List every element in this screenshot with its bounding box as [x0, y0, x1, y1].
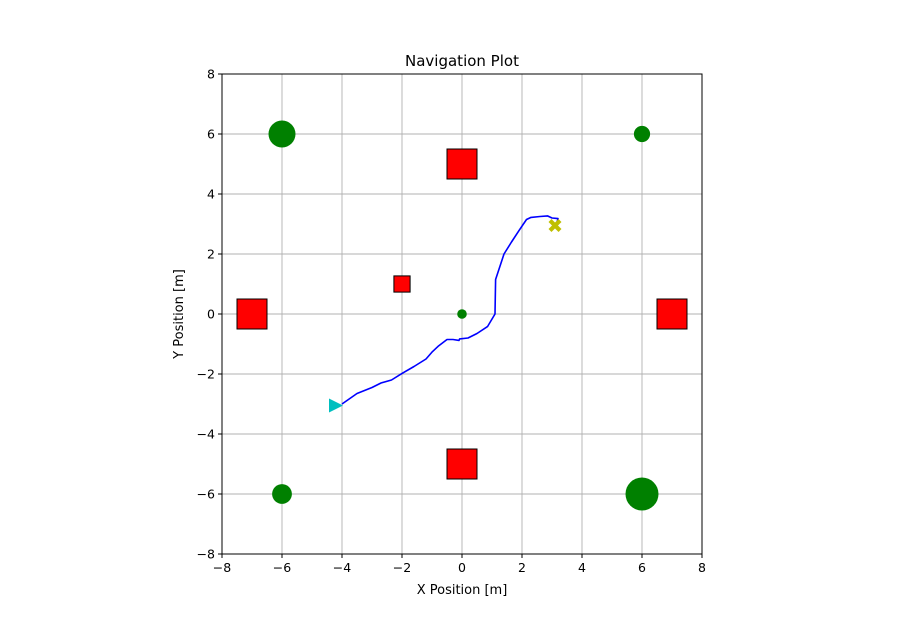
circle-obstacle	[625, 477, 659, 511]
x-tick-label: 2	[518, 560, 526, 575]
axis-ticks: −8 −6 −4 −2 0 2 4 6 8 −8 −6 −4 −2 0 2 4 6 8	[197, 67, 706, 576]
x-tick-label: 0	[458, 560, 466, 575]
y-axis-label: Y Position [m]	[172, 269, 187, 360]
circle-obstacle	[633, 125, 651, 143]
x-tick-label: 8	[698, 560, 706, 575]
y-tick-label: −2	[197, 367, 215, 382]
square-obstacle	[236, 298, 268, 330]
start-marker	[329, 398, 343, 413]
x-axis-label: X Position [m]	[417, 583, 508, 598]
goal-marker	[548, 219, 562, 232]
circle-obstacle	[272, 484, 292, 504]
y-tick-label: −6	[197, 487, 215, 502]
x-tick-label: −6	[273, 560, 291, 575]
x-tick-label: −4	[333, 560, 351, 575]
y-tick-label: 6	[207, 127, 215, 142]
trajectory	[341, 215, 559, 405]
x-tick-label: −8	[213, 560, 231, 575]
circle-obstacle	[268, 120, 296, 148]
square-obstacle	[393, 275, 411, 293]
y-tick-label: 4	[207, 187, 215, 202]
markers	[329, 219, 562, 413]
square-obstacle	[656, 298, 688, 330]
y-tick-label: 8	[207, 67, 215, 82]
x-tick-label: 4	[578, 560, 586, 575]
square-obstacle	[446, 448, 478, 480]
circle-obstacle	[457, 309, 467, 319]
x-tick-label: 6	[638, 560, 646, 575]
y-tick-label: 2	[207, 247, 215, 262]
y-tick-label: −4	[197, 427, 215, 442]
path-line	[341, 215, 559, 405]
x-tick-label: −2	[393, 560, 411, 575]
y-tick-label: −8	[197, 547, 215, 562]
chart-title: Navigation Plot	[405, 52, 519, 70]
y-tick-label: 0	[207, 307, 215, 322]
obstacles	[236, 120, 688, 511]
square-obstacle	[446, 148, 478, 180]
